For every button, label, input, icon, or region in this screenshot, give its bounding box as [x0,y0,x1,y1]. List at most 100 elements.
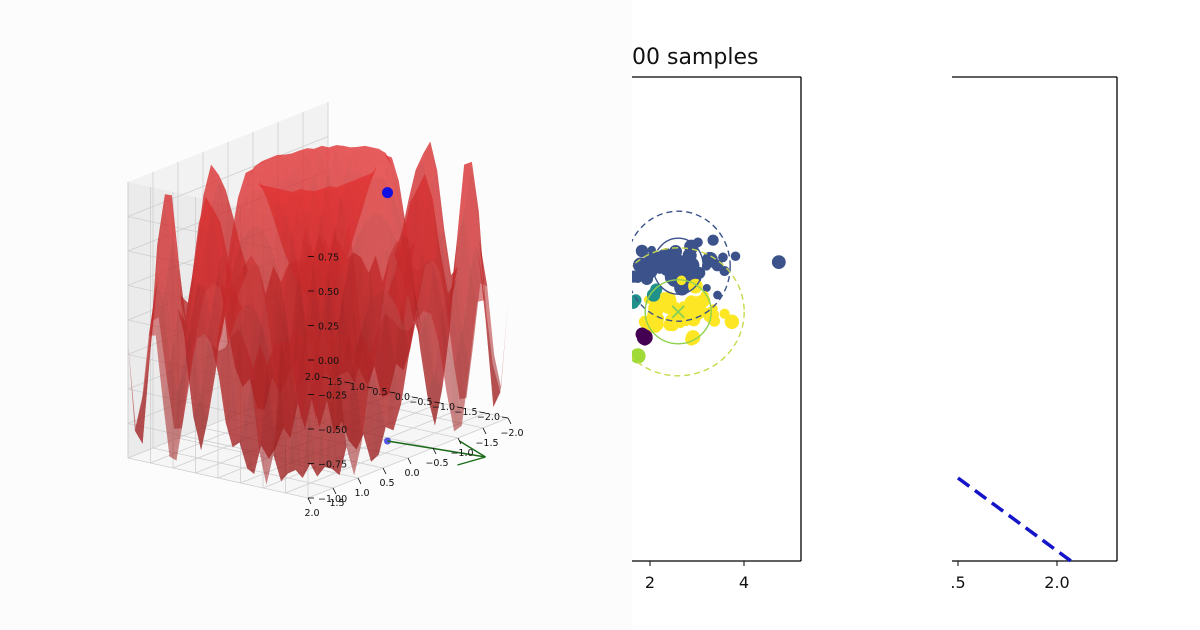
scatter-point [632,348,646,364]
surface-patch [301,365,316,422]
x-tick-label: −2.0 [500,428,523,439]
scatter-point [771,255,786,270]
surface-patch [197,286,212,339]
surface-patch [298,152,314,196]
surface-patch [244,173,260,179]
x-tick-mark [332,487,337,495]
surface-patch [241,226,257,308]
surface-patch [448,279,463,364]
z-tick-label: 0.25 [318,322,339,333]
surface-3d-chart: −2.0−2.0−1.5−1.5−1.0−1.0−0.5−0.50.00.00.… [127,102,524,519]
surface-patch [249,188,265,229]
surface-patch [462,267,478,367]
surface-patch [342,259,358,380]
y-tick-mark [456,406,464,409]
surface-patch [238,329,254,411]
surface-patch [439,291,455,432]
surface-patch [321,191,336,270]
y-tick-label: −1.5 [454,407,477,418]
surface-patch [371,396,386,462]
surface-patch [432,198,448,341]
surface-patch [211,343,226,423]
x-tick-mark [432,447,437,455]
surface-patch [237,176,252,203]
z-tick-label: 0.00 [318,356,339,367]
surface-patch [348,382,364,450]
scatter-point [668,268,678,278]
scatter-point [730,251,741,261]
surface [128,141,508,485]
surface-patch [280,333,295,474]
x-tick-label: 2.0 [304,508,319,519]
surface-patch [255,231,271,328]
surface-patch [485,320,501,407]
surface-patch [293,189,308,223]
surface-patch [379,308,395,419]
y-tick-mark [479,411,486,414]
surface-patch [203,164,218,209]
x-tick-label: 2 [645,573,655,592]
surface-patch [447,340,462,432]
surface-patch [343,188,358,260]
x-tick-label: .5 [952,573,966,592]
surface-patch [427,375,442,426]
surface-patch [256,190,272,232]
surface-patch [299,190,315,218]
surface-patch [393,329,408,431]
surface-patch [424,258,439,343]
surface-patch [236,182,252,221]
surface-patch [470,249,485,302]
surface-patch [156,198,172,300]
surface-patch [321,147,336,174]
surface-patch [248,226,264,311]
scatter-point [702,283,711,292]
surface-patch [162,361,178,457]
surface-patch [243,182,258,200]
surface-patch [367,171,382,177]
floor-grid-line [152,447,334,489]
surface-patch [380,273,395,309]
surface-patch [328,228,343,345]
cluster-ellipse [644,279,712,345]
surface-patch [372,290,388,345]
surface-patch [241,304,256,359]
surface-patch [417,173,432,264]
surface-patch [190,283,205,370]
surface-patch [244,178,259,183]
surface-patch [373,213,388,293]
surface-patch [351,182,366,236]
chart-title: 00 samples [632,45,758,70]
x-tick-label: 4 [739,573,749,592]
scatter-point [701,261,711,271]
surface-patch [354,333,370,442]
y-tick-mark [366,386,374,389]
surface-patch [163,244,178,362]
surface-patch [193,400,208,451]
surface-patch [384,155,400,190]
surface-patch [455,214,471,331]
cluster-ellipse [632,247,745,377]
cluster-ellipse [652,237,704,295]
z-tick-label: 0.75 [318,253,339,264]
surface-patch [402,190,418,239]
y-tick-label: 0.5 [372,387,387,398]
surface-patch [350,235,365,346]
surface-patch [454,330,470,426]
surface-patch [408,302,424,356]
surface-patch [264,185,280,206]
scatter-point [676,319,685,329]
surface-patch [246,368,262,475]
surface-patch [128,342,143,444]
scatter-point [684,257,700,273]
y-tick-mark [389,391,396,394]
surface-patch [313,154,328,202]
scatter-point [632,270,640,283]
y-tick-mark [434,401,441,404]
x-tick-mark [307,497,312,505]
line-chart: .5 2.0 [952,76,1118,592]
surface-patch [343,145,358,157]
x-tick-label: −0.5 [425,458,448,469]
surface-patch [307,188,322,192]
surface-patch [306,148,322,176]
centroid-marker [671,305,685,319]
